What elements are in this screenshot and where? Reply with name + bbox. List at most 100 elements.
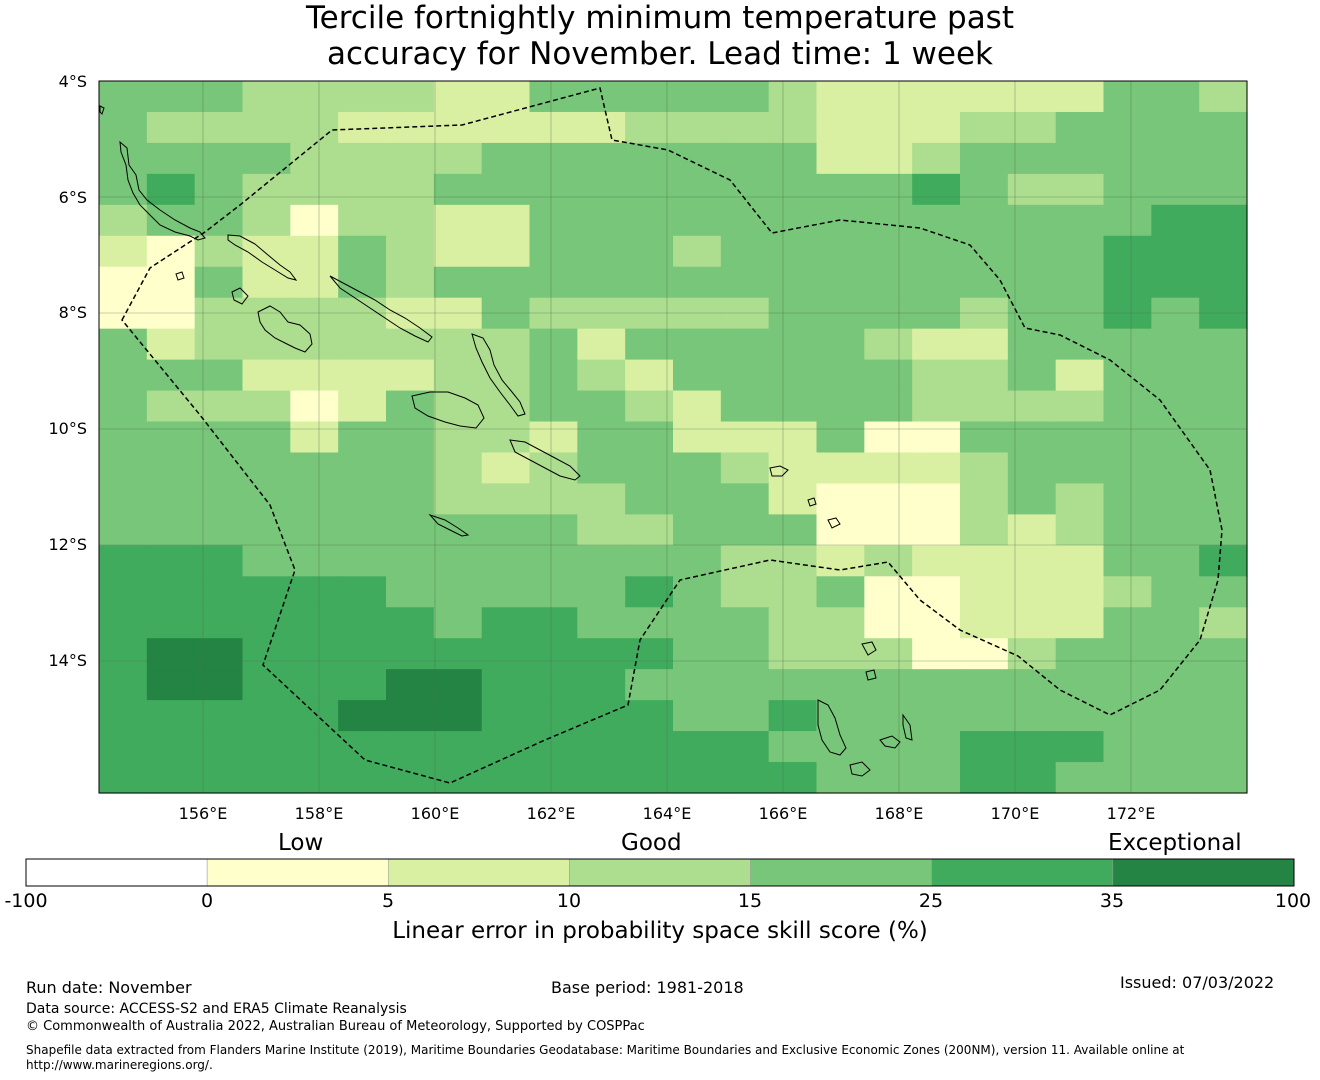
grid-cell	[338, 359, 387, 392]
grid-cell	[1055, 421, 1105, 454]
island-guadalcanal	[411, 391, 485, 429]
grid-cell	[529, 762, 578, 794]
grid-cell	[338, 638, 387, 670]
colorbar-frame	[25, 858, 1295, 887]
grid-cell	[816, 390, 865, 423]
grid-cell	[1103, 111, 1152, 144]
grid-cell	[194, 266, 244, 299]
grid-cell	[960, 359, 1009, 392]
grid-cell	[720, 514, 770, 546]
grid-cell	[816, 204, 865, 237]
grid-cell	[1103, 390, 1152, 423]
grid-cell	[720, 762, 770, 794]
grid-cell	[1007, 204, 1057, 237]
grid-cell	[960, 421, 1009, 454]
grid-cell	[625, 111, 674, 144]
grid-cell	[912, 266, 961, 299]
grid-cell	[338, 142, 387, 175]
grid-cell	[194, 328, 244, 361]
grid-cell	[1007, 669, 1057, 701]
grid-cell	[816, 235, 865, 268]
grid-cell	[625, 421, 674, 454]
grid-cell	[481, 421, 531, 454]
grid-cell	[481, 545, 531, 577]
grid-cell	[912, 731, 961, 763]
grid-cell	[529, 81, 578, 113]
grid-cell	[99, 81, 148, 113]
grid-cell	[1151, 700, 1200, 732]
grid-cell	[912, 359, 961, 392]
grid-cell	[433, 111, 483, 144]
legend-category-low: Low	[278, 830, 324, 856]
grid-cell	[1055, 638, 1105, 670]
island-small-6	[175, 271, 185, 281]
grid-cell	[386, 545, 435, 577]
lon-label: 160°E	[411, 804, 460, 823]
grid-cell	[99, 111, 148, 144]
grid-cell	[960, 762, 1009, 794]
grid-cell	[481, 576, 531, 608]
grid-cell	[242, 421, 291, 454]
grid-cell	[912, 204, 961, 237]
grid-cell	[1055, 514, 1105, 546]
grid-cell	[1007, 266, 1057, 299]
grid-cell	[960, 731, 1009, 763]
grid-cell	[720, 731, 770, 763]
grid-cell	[338, 421, 387, 454]
grid-cell	[194, 235, 244, 268]
grid-cell	[625, 204, 674, 237]
grid-cell	[481, 173, 531, 206]
grid-cell	[816, 142, 865, 175]
grid-cell	[625, 762, 674, 794]
colorbar-segment	[388, 858, 570, 887]
grid-cell	[242, 762, 291, 794]
grid-cell	[577, 173, 626, 206]
grid-cell	[481, 607, 531, 639]
grid-cell	[99, 700, 148, 732]
grid-cell	[1103, 669, 1152, 701]
grid-cell	[242, 111, 291, 144]
grid-cell	[386, 235, 435, 268]
grid-cell	[1103, 638, 1152, 670]
grid-cell	[1199, 173, 1248, 206]
colorbar-tick: 100	[1274, 890, 1312, 912]
grid-cell	[386, 204, 435, 237]
grid-cell	[529, 328, 578, 361]
grid-cell	[338, 483, 387, 515]
grid-cell	[529, 173, 578, 206]
grid-cell	[768, 514, 818, 546]
grid-cell	[1103, 731, 1152, 763]
graticule	[99, 80, 1247, 793]
grid-cell	[1103, 235, 1152, 268]
grid-cell	[1007, 700, 1057, 732]
grid-cell	[146, 483, 196, 515]
grid-cell	[1055, 235, 1105, 268]
grid-cell	[912, 700, 961, 732]
grid-cell	[1055, 390, 1105, 423]
grid-cell	[1103, 328, 1152, 361]
grid-cell	[577, 390, 626, 423]
grid-cell	[481, 204, 531, 237]
grid-cell	[481, 700, 531, 732]
grid-cell	[1007, 483, 1057, 515]
grid-cell	[577, 359, 626, 392]
map-title-line2: accuracy for November. Lead time: 1 week	[326, 36, 993, 72]
island-ambae	[902, 713, 913, 741]
grid-cell	[194, 297, 244, 330]
island-reef-small-3	[861, 641, 877, 656]
grid-cell	[433, 328, 483, 361]
grid-cell	[242, 390, 291, 423]
grid-cell	[194, 576, 244, 608]
grid-cell	[1199, 235, 1248, 268]
grid-cell	[1103, 452, 1152, 485]
grid-cell	[673, 81, 722, 113]
skill-grid	[99, 81, 1248, 794]
colorbar-segment	[569, 858, 751, 887]
grid-cell	[338, 452, 387, 485]
grid-cell	[1151, 142, 1200, 175]
grid-cell	[386, 421, 435, 454]
grid-cell	[194, 762, 244, 794]
grid-cell	[242, 607, 291, 639]
grid-cell	[433, 421, 483, 454]
grid-cell	[433, 235, 483, 268]
